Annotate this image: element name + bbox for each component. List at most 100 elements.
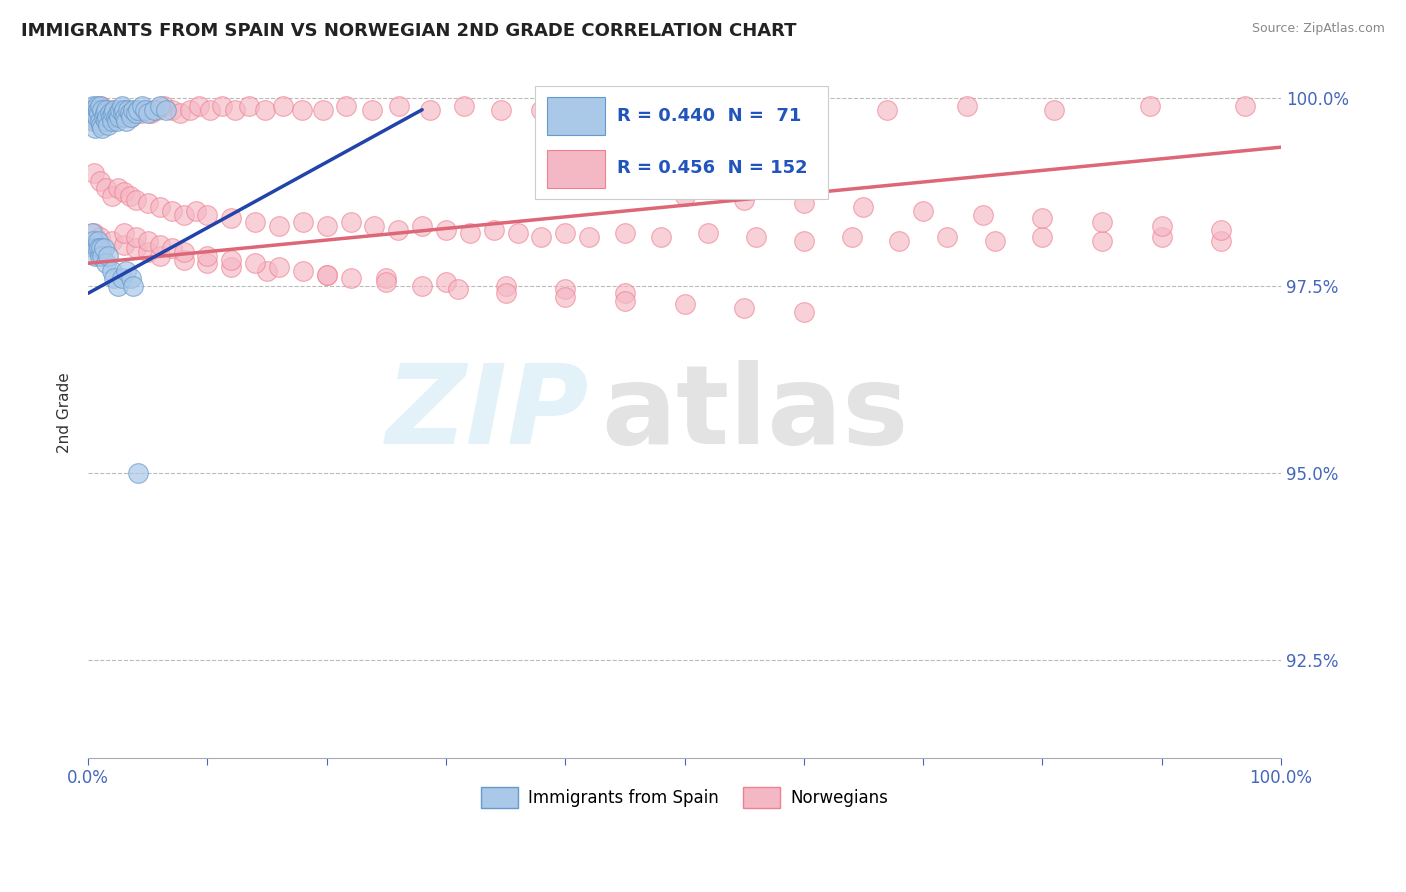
Point [1031, 211, 1053, 226]
Point [83, 227, 105, 241]
Point [83, 114, 105, 128]
Point [936, 230, 959, 244]
Point [115, 264, 138, 278]
Point [554, 290, 576, 304]
Point [134, 103, 156, 117]
Point [89, 99, 111, 113]
Point [87, 106, 110, 120]
Point [315, 268, 337, 282]
Point [111, 106, 134, 120]
Point [745, 230, 768, 244]
Point [94, 103, 117, 117]
Point [554, 283, 576, 297]
Point [96, 110, 118, 124]
Point [90, 118, 112, 132]
Point [122, 103, 145, 117]
Point [155, 103, 177, 117]
Point [1091, 234, 1114, 248]
Point [112, 227, 135, 241]
Point [100, 110, 122, 124]
Point [160, 241, 183, 255]
Point [117, 103, 139, 117]
Point [912, 203, 935, 218]
Point [136, 196, 159, 211]
Point [419, 103, 441, 117]
Point [108, 110, 131, 124]
Point [91, 249, 114, 263]
Point [110, 110, 132, 124]
Point [184, 203, 207, 218]
Point [86, 234, 108, 248]
Point [91, 121, 114, 136]
Point [291, 215, 314, 229]
Point [211, 99, 233, 113]
Point [142, 103, 165, 117]
Text: R = 0.456  N = 152: R = 0.456 N = 152 [617, 160, 807, 178]
Point [876, 103, 898, 117]
Point [972, 208, 994, 222]
Point [84, 249, 107, 263]
Point [101, 264, 124, 278]
Point [101, 234, 124, 248]
Point [889, 234, 911, 248]
Point [146, 103, 169, 117]
Point [256, 264, 278, 278]
Point [125, 103, 148, 117]
Point [224, 103, 246, 117]
Point [107, 106, 129, 120]
Point [679, 99, 702, 113]
Point [134, 103, 156, 117]
Point [127, 103, 149, 117]
Point [93, 241, 115, 255]
FancyBboxPatch shape [547, 97, 605, 136]
Point [84, 106, 107, 120]
Point [267, 219, 290, 233]
Text: Source: ZipAtlas.com: Source: ZipAtlas.com [1251, 22, 1385, 36]
Point [243, 256, 266, 270]
Point [129, 106, 152, 120]
Point [447, 283, 470, 297]
Point [90, 99, 112, 113]
Point [613, 227, 636, 241]
Point [79, 106, 101, 120]
Point [83, 241, 105, 255]
Point [98, 114, 121, 128]
Point [84, 121, 107, 136]
Point [169, 106, 191, 120]
Point [554, 227, 576, 241]
Point [243, 215, 266, 229]
Point [94, 256, 117, 270]
Point [110, 103, 132, 117]
Point [173, 245, 195, 260]
Point [411, 278, 433, 293]
Point [673, 189, 696, 203]
Point [578, 230, 600, 244]
Point [79, 103, 101, 117]
Point [149, 249, 172, 263]
Point [1150, 219, 1173, 233]
Point [86, 241, 108, 255]
Point [733, 193, 755, 207]
Point [83, 103, 105, 117]
Point [149, 200, 172, 214]
Point [733, 301, 755, 316]
Point [103, 106, 125, 120]
Point [110, 271, 132, 285]
Point [96, 106, 118, 120]
Y-axis label: 2nd Grade: 2nd Grade [58, 373, 72, 453]
Point [375, 271, 398, 285]
Point [91, 103, 114, 117]
Point [1234, 99, 1257, 113]
Legend: Immigrants from Spain, Norwegians: Immigrants from Spain, Norwegians [474, 780, 894, 814]
Point [530, 103, 553, 117]
Point [453, 99, 475, 113]
Point [291, 264, 314, 278]
Text: R = 0.440  N =  71: R = 0.440 N = 71 [617, 107, 801, 125]
Point [118, 106, 141, 120]
Point [110, 99, 132, 113]
Point [361, 103, 384, 117]
Point [82, 99, 104, 113]
Point [97, 118, 120, 132]
Point [91, 103, 114, 117]
Point [118, 189, 141, 203]
